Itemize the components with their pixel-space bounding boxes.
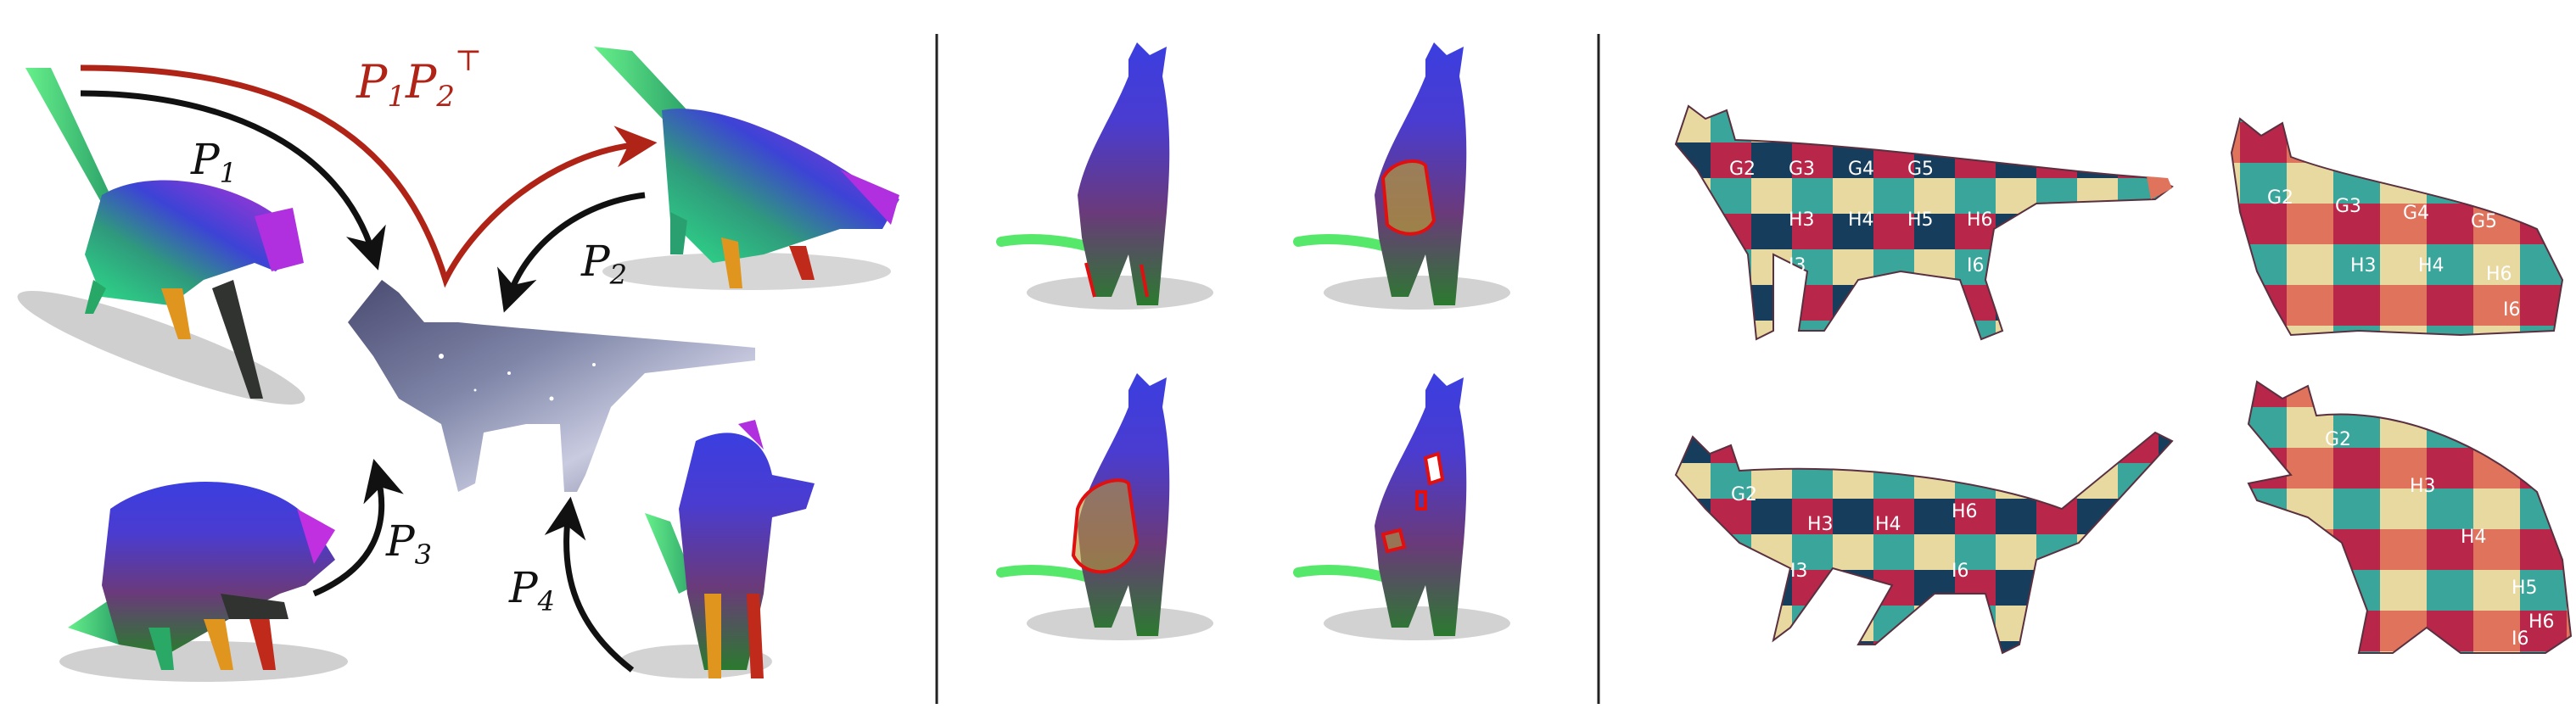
cell-label: G5: [2471, 211, 2497, 232]
cell-label: G4: [2403, 203, 2429, 224]
cell-label: H6: [2528, 611, 2555, 633]
cell-label: I6: [1952, 561, 1969, 582]
cell-label: H3: [1789, 209, 1815, 231]
cell-label: H6: [2486, 264, 2512, 285]
sitting-cat-2: [1293, 42, 1510, 310]
cell-label: G2: [1731, 484, 1757, 505]
cell-label: H4: [2461, 527, 2487, 548]
segment-outline: [1423, 451, 1445, 486]
map-arrow-p1: [80, 90, 386, 271]
cat-shadow: [59, 641, 348, 682]
cat-shape-2: [594, 47, 899, 288]
segment-outline: [1071, 478, 1140, 574]
segment-outline: [1415, 490, 1427, 511]
cell-label: H4: [1875, 514, 1901, 535]
cell-label: G5: [1907, 159, 1934, 180]
cell-label: G4: [1848, 159, 1874, 180]
label-p1: P1: [190, 135, 237, 189]
cell-label: H3: [1807, 514, 1834, 535]
cell-label: I6: [2503, 299, 2521, 321]
cat-shape-1: [25, 68, 304, 399]
cat-shape-4: [645, 420, 815, 678]
sitting-cat-1: [996, 42, 1213, 310]
cell-label: G2: [1729, 159, 1756, 180]
textured-cat-4: [2247, 380, 2573, 654]
texture-labels: G2 G3 G4 G5 H3 H4 H5 H6 I6 I3 G2 G3 G4 G…: [1729, 159, 2555, 650]
cat-shape-3: [68, 481, 335, 670]
cell-label: G2: [2325, 429, 2351, 450]
map-arrow-p2: [497, 192, 646, 313]
cell-label: I3: [1789, 255, 1806, 276]
cell-label: G3: [2335, 196, 2361, 217]
panel-texture-transfer: G2 G3 G4 G5 H3 H4 H5 H6 I6 I3 G2 G3 G4 G…: [1674, 104, 2573, 655]
cell-label: G3: [1789, 159, 1815, 180]
cell-label: H4: [1848, 209, 1874, 231]
panel-map-composition: P1 P2 P3 P4 P1P2⊤: [17, 44, 899, 682]
cell-label: H6: [1952, 501, 1978, 522]
map-arrow-p3: [312, 458, 404, 597]
cell-label: H3: [2410, 476, 2436, 497]
composite-arrow: [80, 64, 658, 288]
label-composite: P1P2⊤: [356, 44, 482, 114]
sitting-cat-4: [1293, 373, 1510, 640]
cell-label: H6: [1967, 209, 1993, 231]
cell-label: H3: [2350, 255, 2377, 276]
cat-shadow: [17, 291, 305, 405]
segment-outline: [1380, 159, 1436, 236]
label-p4: P4: [508, 563, 555, 617]
label-p3: P3: [385, 516, 432, 571]
cell-label: I3: [1790, 561, 1808, 582]
label-p2: P2: [580, 237, 627, 291]
cat-shape-galaxy: [348, 280, 755, 492]
cell-label: I6: [1967, 255, 1985, 276]
cat-shadow: [602, 253, 891, 290]
cell-label: H5: [1907, 209, 1934, 231]
sitting-cat-3: [996, 373, 1213, 640]
cell-label: I6: [2512, 628, 2529, 650]
panel-segment-transfer: [996, 42, 1510, 640]
textured-cat-2: [2230, 117, 2564, 337]
cell-label: G2: [2267, 187, 2293, 209]
textured-cat-1: [1674, 104, 2174, 341]
textured-cat-3: [1674, 431, 2174, 655]
map-arrow-p4: [544, 496, 635, 673]
cell-label: H4: [2418, 255, 2444, 276]
cell-label: H5: [2512, 578, 2538, 599]
segment-outline: [1380, 528, 1407, 554]
